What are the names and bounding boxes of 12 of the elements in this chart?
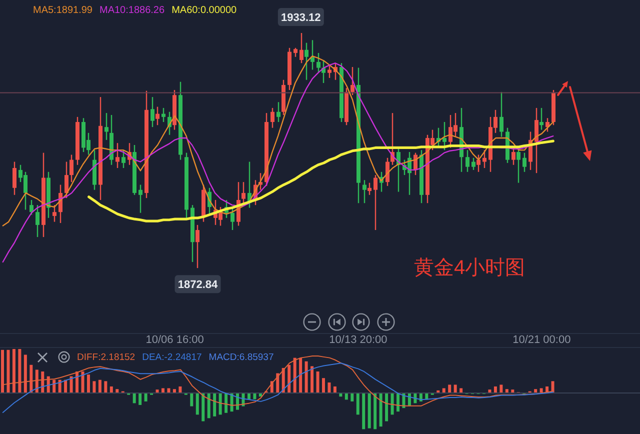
x-tick-label: 10/21 00:00	[512, 334, 571, 346]
annotation: 1933.12	[281, 12, 321, 24]
series-label: DIFF:2.18152	[77, 352, 136, 364]
text: MA10:1886.26	[100, 5, 165, 17]
annotation: 黄金4小时图	[414, 256, 526, 280]
x-tick-label: 10/13 20:00	[329, 334, 388, 346]
text: MA60:0.00000	[172, 5, 237, 17]
annotation: 1872.84	[178, 279, 219, 292]
series-label: DEA:-2.24817	[142, 352, 202, 364]
x-tick-label: 10/06 16:00	[146, 334, 204, 346]
annotation: MACD:6.85937	[208, 352, 274, 364]
text: MA5:1891.99	[33, 5, 92, 17]
